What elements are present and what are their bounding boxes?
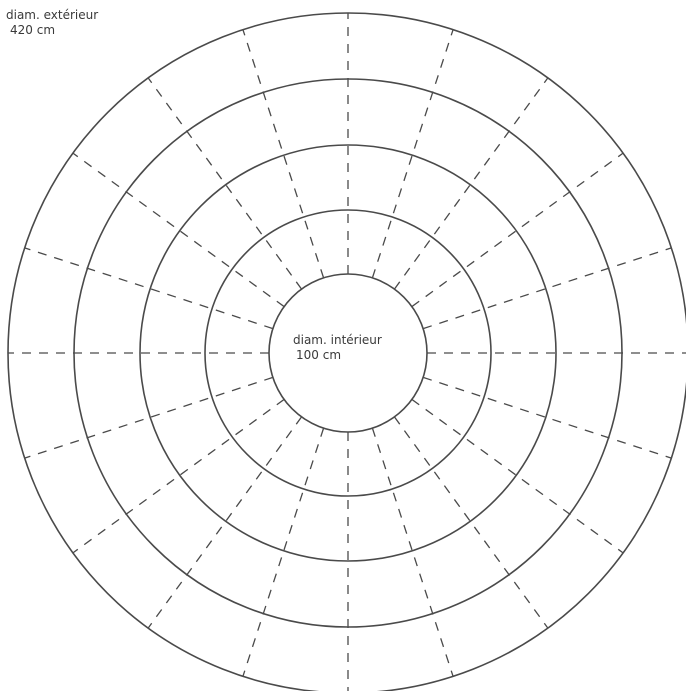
outer-diameter-name: diam. extérieur xyxy=(6,8,99,22)
ring-5 xyxy=(7,12,686,691)
ring-1 xyxy=(268,273,428,433)
ring-3 xyxy=(139,144,557,562)
spoke-8 xyxy=(411,398,624,554)
ring-2 xyxy=(204,209,492,497)
outer-diameter-value: 420 cm xyxy=(10,23,56,37)
spoke-18 xyxy=(72,152,285,308)
spoke-20 xyxy=(242,29,325,279)
spoke-3 xyxy=(393,77,549,290)
spoke-10 xyxy=(371,427,454,677)
spoke-13 xyxy=(147,416,303,629)
spoke-2 xyxy=(371,29,454,279)
spoke-7 xyxy=(422,376,672,459)
ring-4 xyxy=(73,78,623,628)
spoke-19 xyxy=(147,77,303,290)
outer-diameter-label: diam. extérieur 420 cm xyxy=(6,8,98,38)
spoke-12 xyxy=(242,427,325,677)
inner-diameter-value: 100 cm xyxy=(296,348,342,362)
concentric-rings xyxy=(7,12,686,691)
spoke-5 xyxy=(422,247,672,330)
inner-diameter-name: diam. intérieur xyxy=(293,333,382,347)
spoke-17 xyxy=(24,247,274,330)
spoke-4 xyxy=(411,152,624,308)
spoke-15 xyxy=(24,376,274,459)
inner-diameter-label: diam. intérieur 100 cm xyxy=(293,333,382,363)
spoke-14 xyxy=(72,398,285,554)
spoke-9 xyxy=(393,416,549,629)
